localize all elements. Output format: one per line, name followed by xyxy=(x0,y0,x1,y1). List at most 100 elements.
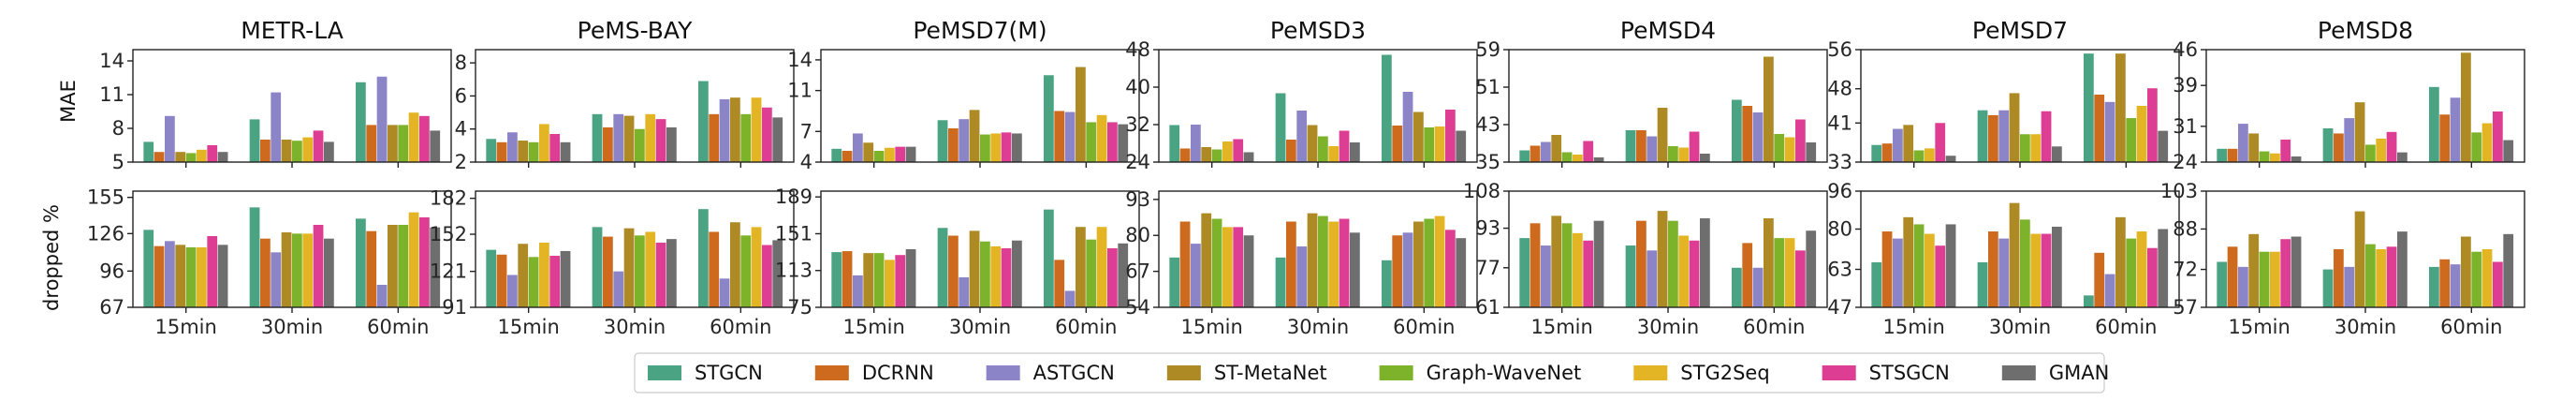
bar xyxy=(197,247,207,307)
bar xyxy=(1541,141,1551,162)
bar xyxy=(356,82,366,162)
x-tick-label: 60min xyxy=(1393,316,1455,338)
chart-title: PeMS-BAY xyxy=(578,17,693,44)
bar xyxy=(281,140,292,162)
bar xyxy=(398,225,409,307)
y-tick-label: 75 xyxy=(787,296,812,319)
bar xyxy=(1107,247,1118,307)
bar xyxy=(1211,149,1222,162)
bar xyxy=(2471,251,2482,307)
bar xyxy=(1076,227,1086,307)
legend-item: ST-MetaNet xyxy=(1166,362,1327,384)
bar xyxy=(1201,213,1212,307)
bar xyxy=(2503,140,2514,162)
bar xyxy=(603,236,613,307)
bar xyxy=(2450,264,2461,307)
bar xyxy=(560,141,571,162)
y-tick-label: 59 xyxy=(1475,38,1500,61)
y-tick-label: 32 xyxy=(1125,113,1150,136)
x-tick-label: 15min xyxy=(1883,316,1945,338)
chart-panel-1: METR-LA 5 8 11 14 xyxy=(99,17,452,173)
bar xyxy=(1118,243,1129,307)
bar xyxy=(2461,52,2471,162)
bar xyxy=(1286,140,1296,162)
bar xyxy=(2493,111,2503,162)
y-tick-label: 8 xyxy=(112,117,124,140)
y-tick-label: 57 xyxy=(2173,296,2198,319)
bar xyxy=(1054,260,1065,307)
bar xyxy=(1243,235,1254,307)
bar xyxy=(2450,97,2461,162)
chart-title: PeMSD7 xyxy=(1972,17,2068,44)
y-tick-label: 80 xyxy=(1827,217,1852,240)
bar xyxy=(1211,218,1222,307)
x-tick-label: 30min xyxy=(949,316,1011,338)
bar xyxy=(2386,246,2397,307)
y-tick-label: 56 xyxy=(1827,38,1852,61)
bar xyxy=(1275,93,1286,162)
bar xyxy=(751,227,762,307)
bar xyxy=(2020,219,2030,307)
bar xyxy=(419,115,430,162)
y-tick-label: 96 xyxy=(1827,180,1852,202)
bar xyxy=(143,141,154,162)
bar xyxy=(762,107,772,162)
bar xyxy=(655,242,666,307)
bar xyxy=(2439,259,2451,307)
bar xyxy=(1086,239,1097,307)
bar xyxy=(1392,235,1403,307)
bar xyxy=(1339,130,1350,162)
y-tick-label: 43 xyxy=(1475,113,1500,136)
bar xyxy=(1561,223,1573,307)
x-tick-label: 15min xyxy=(843,316,905,338)
y-tick-label: 72 xyxy=(2173,259,2198,281)
bar xyxy=(430,130,441,162)
bar xyxy=(980,241,990,307)
bar xyxy=(207,145,218,162)
bar xyxy=(895,255,906,307)
bar xyxy=(1456,238,1467,307)
chart-title: PeMSD3 xyxy=(1270,17,1366,44)
bar xyxy=(175,245,186,307)
bar xyxy=(2084,53,2094,162)
bar xyxy=(1561,152,1573,162)
bar xyxy=(1243,152,1254,162)
y-tick-label: 46 xyxy=(2173,38,2198,61)
bar xyxy=(1222,227,1233,307)
bar xyxy=(623,115,635,162)
bar xyxy=(185,247,197,307)
bar xyxy=(2280,239,2291,307)
bar xyxy=(592,227,603,307)
bar xyxy=(1296,111,1308,162)
bar xyxy=(948,128,959,162)
bar xyxy=(1583,240,1594,307)
legend-label: STG2Seq xyxy=(1680,362,1769,384)
bar xyxy=(1732,267,1742,307)
bar xyxy=(2259,251,2270,307)
bar xyxy=(1657,108,1668,162)
bar xyxy=(207,236,218,307)
bar xyxy=(740,235,752,307)
bar xyxy=(2354,102,2365,162)
bar xyxy=(2052,226,2062,307)
bar xyxy=(260,140,271,162)
bar xyxy=(1012,133,1022,162)
x-tick-label: 60min xyxy=(710,316,771,338)
bar xyxy=(1881,231,1893,307)
bar xyxy=(1402,92,1413,162)
bar xyxy=(2041,233,2052,307)
bar xyxy=(1913,224,1925,307)
y-tick-label: 14 xyxy=(99,50,124,72)
bar xyxy=(1573,155,1583,162)
bar xyxy=(905,249,916,307)
bar xyxy=(1179,148,1191,162)
mae-axis-label: MAE xyxy=(57,80,80,123)
y-tick-label: 54 xyxy=(1125,296,1150,319)
y-tick-label: 63 xyxy=(1827,259,1852,281)
chart-panel-5: PeMSD4 35 43 51 59 xyxy=(1475,17,1828,173)
bar xyxy=(719,98,730,162)
chart-panel-10: 75 113 151 189 15min 30min 60min xyxy=(775,186,1140,338)
bar xyxy=(762,245,772,307)
bar xyxy=(2280,140,2291,162)
